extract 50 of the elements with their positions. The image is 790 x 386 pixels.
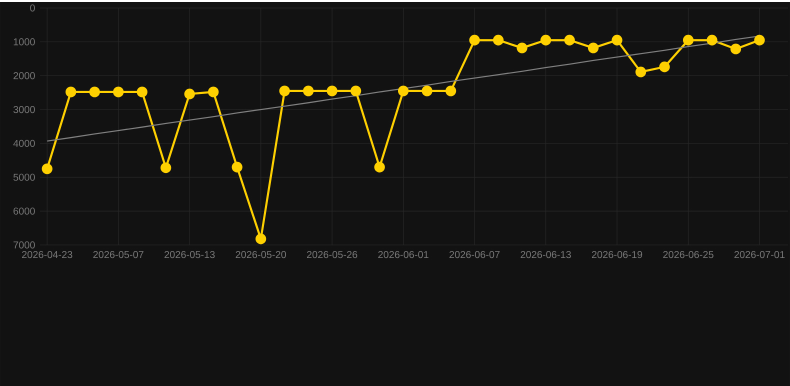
point: [66, 86, 76, 98]
point: [184, 88, 195, 100]
x-tick-label: 2026-06-25: [663, 251, 714, 258]
x-tick-label: 2026-06-01: [378, 251, 428, 258]
point: [682, 34, 694, 46]
point: [659, 62, 670, 72]
point: [492, 34, 504, 46]
point: [326, 86, 338, 96]
point: [754, 34, 765, 46]
point: [302, 86, 314, 96]
point: [208, 86, 219, 98]
point: [588, 42, 599, 54]
point: [540, 34, 552, 46]
y-tick-label: 6000: [14, 208, 35, 215]
point: [469, 34, 480, 46]
y-tick-label: 0: [30, 4, 35, 12]
point: [350, 86, 362, 96]
point: [516, 42, 528, 54]
point: [445, 86, 456, 96]
point: [612, 34, 622, 46]
x-tick-label: 2026-05-26: [307, 251, 358, 258]
y-tick-label: 5000: [13, 174, 35, 181]
y-tick-label: 3000: [13, 106, 35, 114]
point: [113, 86, 124, 98]
x-tick-label: 2026-06-13: [520, 251, 571, 258]
point: [256, 234, 266, 244]
x-tick-label: 2026-06-07: [449, 251, 500, 258]
x-tick-label: 2026-05-13: [164, 251, 215, 258]
point: [136, 86, 148, 98]
point: [232, 162, 242, 172]
x-tick-label: 2026-05-07: [93, 251, 144, 258]
point: [160, 162, 172, 174]
point: [279, 86, 290, 96]
y-tick-label: 7000: [14, 241, 35, 249]
point: [42, 163, 52, 174]
x-tick-label: 2026-07-01: [734, 251, 785, 258]
x-tick-label: 2026-04-23: [22, 251, 72, 258]
point: [635, 66, 646, 78]
point: [706, 34, 718, 46]
x-tick-label: 2026-06-19: [592, 251, 642, 258]
point: [422, 86, 432, 96]
y-tick-label: 4000: [13, 140, 35, 147]
point: [398, 86, 409, 96]
point: [730, 44, 742, 54]
point: [564, 34, 575, 46]
y-tick-label: 1000: [14, 38, 35, 46]
x-tick-label: 2026-05-20: [236, 251, 286, 258]
point: [89, 86, 100, 98]
point: [374, 162, 385, 172]
y-tick-label: 2000: [14, 72, 35, 80]
